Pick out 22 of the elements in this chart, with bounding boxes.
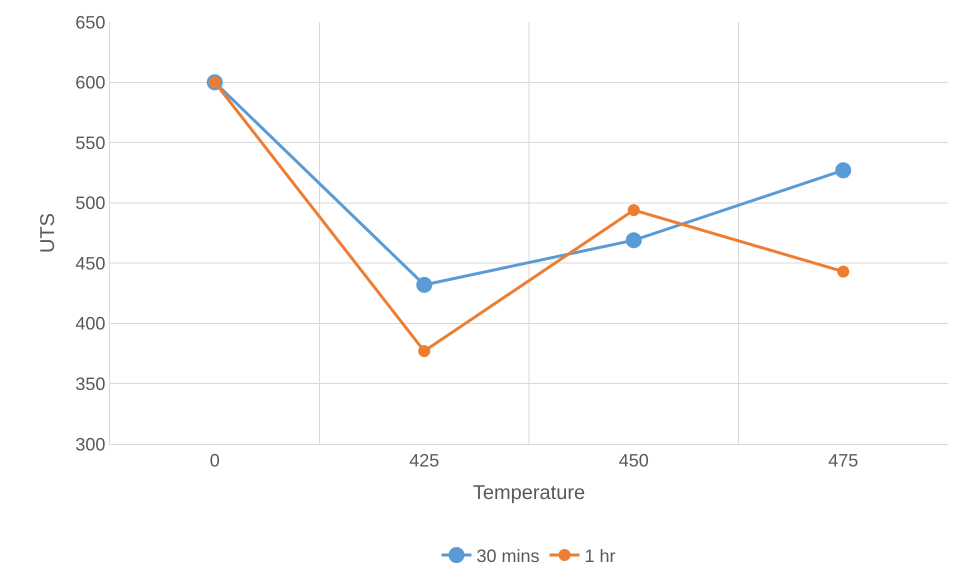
point [628, 204, 640, 216]
x-tick-label: 475 [828, 450, 858, 471]
y-tick-label: 600 [75, 72, 106, 93]
y-tick-label: 350 [75, 374, 106, 394]
legend-label: 30 mins [476, 546, 540, 566]
legend-label: 1 hr [584, 546, 616, 566]
point [835, 162, 852, 178]
x-axis-title: Temperature [472, 482, 586, 504]
y-axis-title: UTS [36, 213, 59, 253]
y-tick-label: 500 [75, 193, 106, 214]
x-tick-label: 450 [618, 450, 649, 471]
point [626, 232, 642, 248]
point [837, 266, 850, 278]
y-tick-label: 400 [75, 314, 106, 334]
point [416, 276, 432, 293]
y-tick-label: 550 [75, 132, 106, 153]
x-tick-label: 0 [210, 450, 220, 471]
x-tick-label: 425 [409, 450, 440, 471]
y-tick-label: 450 [75, 253, 106, 274]
y-tick-label: 650 [75, 12, 106, 32]
y-tick-label: 300 [75, 434, 106, 454]
point [418, 345, 430, 358]
